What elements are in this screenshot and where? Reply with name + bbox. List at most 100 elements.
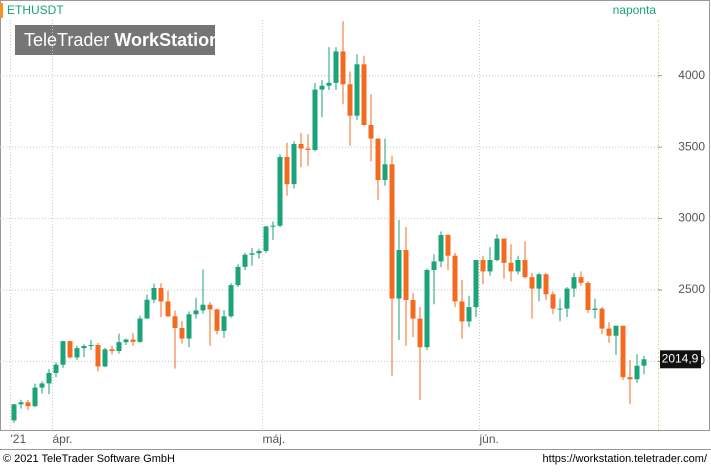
candle-body xyxy=(557,308,563,310)
candle-body xyxy=(242,254,248,267)
candle-body xyxy=(298,144,304,149)
x-tick-label: '21 xyxy=(11,432,27,446)
candle-body xyxy=(235,266,241,286)
candle-body xyxy=(11,404,17,421)
candle-body xyxy=(368,125,374,139)
candle-body xyxy=(627,377,633,380)
x-tick-label: jún. xyxy=(479,432,499,446)
candle-body xyxy=(228,285,234,317)
candle-body xyxy=(529,277,535,289)
candle-body xyxy=(18,402,24,405)
candle-body xyxy=(25,402,31,407)
candle-body xyxy=(179,328,185,339)
candle-body xyxy=(494,238,500,260)
candle-body xyxy=(403,250,409,300)
candle-body xyxy=(417,318,423,348)
candle-body xyxy=(221,316,227,331)
candle-body xyxy=(487,260,493,272)
candle-body xyxy=(172,316,178,328)
candle-body xyxy=(270,225,276,227)
candle-body xyxy=(508,262,514,272)
candle-body xyxy=(74,348,80,358)
x-tick-label: máj. xyxy=(263,432,286,446)
candle-body xyxy=(186,314,192,339)
y-tick-label: 4000 xyxy=(678,68,705,82)
candle-body xyxy=(410,300,416,319)
candle-body xyxy=(641,359,647,366)
url: https://workstation.teletrader.com/ xyxy=(543,453,708,465)
candle-body xyxy=(291,144,297,185)
candle-body xyxy=(620,325,626,378)
candle-body xyxy=(32,387,38,407)
candle-body xyxy=(389,164,395,299)
candle-body xyxy=(165,301,171,317)
candle-body xyxy=(536,274,542,289)
candle-body xyxy=(354,64,360,116)
last-price-box xyxy=(660,350,701,369)
candle-body xyxy=(207,304,213,310)
candle-body xyxy=(459,301,465,322)
candle-body xyxy=(67,341,73,358)
candle-body xyxy=(123,339,129,343)
logo: TeleTrader WorkStation xyxy=(24,30,220,50)
last-price-label: 2014,9 xyxy=(662,351,699,365)
logo-brand: TeleTrader xyxy=(24,30,109,50)
marks: 20002500300035004000'21ápr.máj.jún.2014,… xyxy=(0,20,705,446)
candle-body xyxy=(81,346,87,349)
interval: naponta xyxy=(613,3,657,17)
candle-body xyxy=(256,251,262,254)
candle-body xyxy=(431,261,437,270)
candle-body xyxy=(277,157,283,226)
candle-body xyxy=(592,308,598,310)
candle-body xyxy=(326,82,332,86)
candle-body xyxy=(473,260,479,308)
candle-body xyxy=(193,310,199,315)
candle-body xyxy=(599,308,605,329)
candle-body xyxy=(53,364,59,373)
candle-body xyxy=(137,318,143,342)
candle-body xyxy=(361,64,367,125)
candle-body xyxy=(585,282,591,310)
candle-body xyxy=(312,89,318,150)
candle-body xyxy=(214,309,220,331)
candle-body xyxy=(543,274,549,295)
candle-body xyxy=(88,345,94,346)
candle-body xyxy=(522,260,528,278)
candle-body xyxy=(102,349,108,367)
symbol-marker xyxy=(0,3,3,18)
candle-body xyxy=(60,341,66,365)
symbol: ETHUSDT xyxy=(7,3,64,17)
candle-body xyxy=(480,260,486,272)
candle-body xyxy=(305,148,311,150)
candle-body xyxy=(116,342,122,351)
candle-body xyxy=(333,51,339,83)
candle-body xyxy=(424,270,430,348)
candle-body xyxy=(438,235,444,262)
candle-body xyxy=(340,51,346,85)
candle-body xyxy=(571,277,577,289)
candle-body xyxy=(347,84,353,116)
candle-body xyxy=(95,345,101,367)
x-tick-label: ápr. xyxy=(53,432,73,446)
candle-body xyxy=(200,304,206,311)
candle-body xyxy=(445,235,451,256)
candle-body xyxy=(452,255,458,302)
candle-body xyxy=(319,85,325,90)
candle-body xyxy=(564,288,570,309)
candle-body xyxy=(263,226,269,251)
candle-body xyxy=(158,288,164,302)
candle-body xyxy=(151,288,157,300)
y-tick-label: 3000 xyxy=(678,211,705,225)
candle-body xyxy=(550,294,556,309)
candle-body xyxy=(382,164,388,180)
candle-body xyxy=(39,383,45,388)
candle-body xyxy=(109,349,115,351)
candle-body xyxy=(634,365,640,380)
candle-body xyxy=(284,157,290,185)
candle-body xyxy=(501,238,507,263)
y-tick-label: 2500 xyxy=(678,282,705,296)
candle-body xyxy=(144,299,150,319)
candle-body xyxy=(578,277,584,283)
candle-body xyxy=(130,339,136,342)
